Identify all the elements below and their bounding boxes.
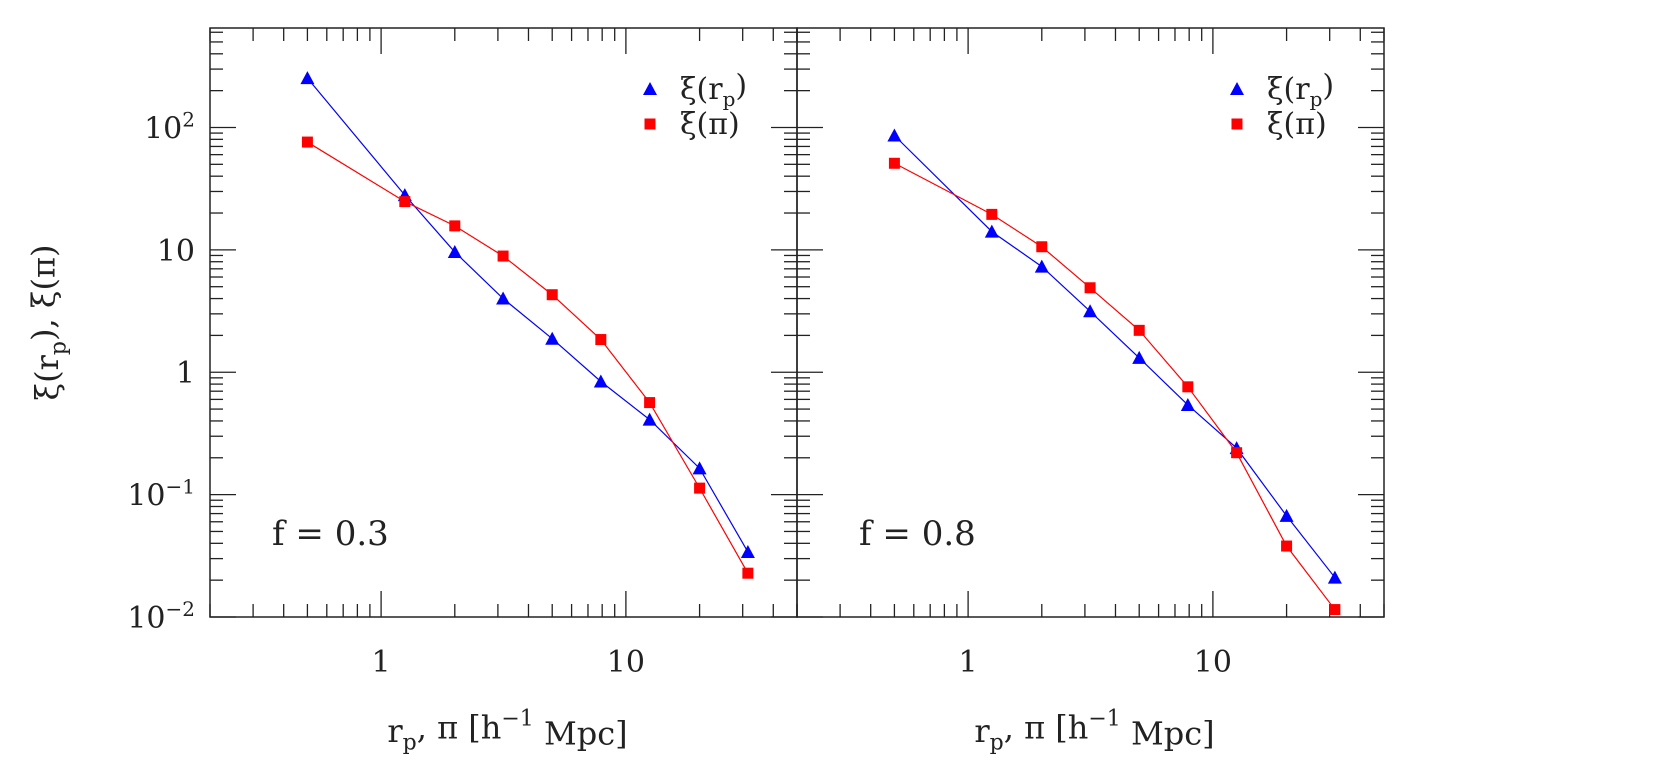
x-axis-label: rp​, π [h−1​ Mpc] [387, 706, 627, 755]
data-point-square [1133, 324, 1145, 336]
y-axis-label: ξ(rp​), ξ(π) [25, 245, 72, 401]
data-point-triangle [447, 245, 462, 259]
data-point-square [399, 196, 411, 208]
series-line [307, 141, 749, 574]
series-line [893, 135, 1336, 578]
data-point-square [644, 397, 656, 409]
data-point-square [1281, 540, 1293, 552]
data-point-triangle [1034, 259, 1049, 273]
legend-label: ξ(rp​) [680, 69, 747, 112]
legend-square-icon [1231, 118, 1243, 130]
data-point-square [1036, 241, 1048, 253]
data-point-square [1182, 381, 1194, 393]
data-point-triangle [545, 331, 560, 345]
series-xi-pi: ξ(π) [301, 107, 754, 579]
x-tick-label: 1 [959, 645, 978, 680]
data-point-square [888, 157, 900, 169]
data-point-triangle [496, 291, 511, 305]
x-tick-label: 10 [607, 645, 645, 680]
data-point-square [742, 567, 754, 579]
panel-2: 1 10 rp​, π [h−1​ Mpc] f = 0.8 ξ(rp​)ξ(π) [796, 27, 1385, 756]
panel-label: f = 0.3 [272, 514, 389, 554]
legend-triangle-icon [643, 82, 657, 95]
data-point-triangle [887, 128, 902, 142]
legend-square-icon [644, 118, 656, 130]
data-point-square [1084, 282, 1096, 294]
x-tick-label: 10 [1194, 645, 1232, 680]
y-tick-label: 10−1​ [127, 475, 195, 514]
data-point-square [449, 220, 461, 232]
y-tick-label: 10 [157, 234, 195, 269]
data-point-square [1231, 447, 1243, 459]
data-point-triangle [1279, 508, 1294, 522]
data-point-triangle [1083, 304, 1098, 318]
data-point-triangle [1180, 397, 1195, 411]
data-point-square [595, 334, 607, 346]
data-point-square [546, 289, 558, 301]
series-xi-pi: ξ(π) [888, 107, 1341, 616]
data-point-triangle [593, 374, 608, 388]
x-tick-label: 1 [372, 645, 391, 680]
data-point-triangle [692, 461, 707, 475]
legend-label: ξ(rp​) [1267, 69, 1334, 112]
data-point-triangle [1327, 570, 1342, 584]
series-line [306, 77, 749, 553]
plot-frame [796, 27, 1385, 618]
data-point-square [301, 136, 313, 148]
legend-triangle-icon [1230, 82, 1244, 95]
data-point-triangle [300, 71, 315, 85]
data-point-square [694, 482, 706, 494]
data-point-square [1329, 604, 1341, 616]
legend-label: ξ(π) [680, 107, 740, 142]
y-tick-label: 102​ [144, 107, 195, 146]
data-point-triangle [642, 412, 657, 426]
data-point-square [986, 208, 998, 220]
legend-label: ξ(π) [1267, 107, 1327, 142]
panel-1: 1 10 10−2​ 10−1​ 1 10 102​ rp​, π [h−1​ Mpc] ξ(r… [25, 27, 798, 756]
series-xi-rp: ξ(rp​) [887, 69, 1342, 584]
panel-label: f = 0.8 [859, 514, 976, 554]
y-tick-label: 1 [176, 356, 195, 391]
y-tick-label: 10−2​ [127, 597, 195, 636]
data-point-square [497, 250, 509, 262]
series-xi-rp: ξ(rp​) [300, 69, 755, 558]
data-point-triangle [1132, 350, 1147, 364]
data-point-triangle [984, 224, 999, 238]
x-axis-label: rp​, π [h−1​ Mpc] [974, 706, 1214, 755]
data-point-triangle [740, 544, 755, 558]
